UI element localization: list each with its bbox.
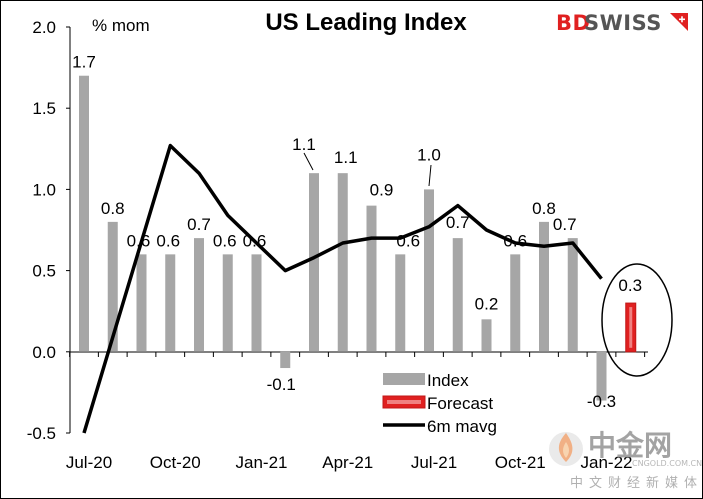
data-label: 1.1: [334, 148, 358, 167]
y-tick-label: -0.5: [27, 424, 56, 443]
x-tick-label: Jul-21: [411, 453, 457, 472]
data-label: -0.3: [587, 392, 616, 411]
bar-index: [366, 205, 377, 352]
y-tick-label: 2.0: [32, 18, 56, 37]
data-label: 0.8: [101, 199, 125, 218]
bar-index: [79, 75, 89, 352]
bar-index: [481, 319, 492, 352]
data-label: 0.8: [532, 199, 556, 218]
bar-index: [194, 238, 204, 352]
data-label: 0.6: [127, 231, 151, 250]
x-tick-label: Jan-21: [236, 453, 288, 472]
data-label: 1.7: [72, 53, 96, 72]
bar-index: [165, 254, 176, 352]
swiss-cross-icon: [670, 13, 688, 31]
bar-index: [337, 173, 348, 352]
bar-index: [539, 221, 549, 352]
watermark-subtitle: 中文财经新媒体: [570, 475, 703, 491]
line-series: [82, 143, 603, 434]
bar-index: [596, 351, 607, 401]
legend-label-forecast: Forecast: [427, 394, 493, 413]
line-6m-mavg: [82, 143, 603, 434]
x-tick-label: Apr-21: [322, 453, 373, 472]
y-tick-label: 0.5: [32, 262, 56, 281]
data-label: 0.3: [618, 276, 642, 295]
chart-title: US Leading Index: [265, 9, 467, 36]
y-tick-label: 1.5: [32, 99, 56, 118]
data-label: 0.7: [187, 215, 211, 234]
x-tick-label: Oct-21: [495, 453, 546, 472]
bars: [79, 75, 637, 401]
data-label: 0.6: [213, 231, 237, 250]
y-axis-unit: % mom: [92, 16, 150, 35]
x-tick-label: Oct-20: [150, 453, 201, 472]
bar-index: [309, 173, 319, 352]
bar-index: [510, 254, 521, 352]
bar-index: [251, 254, 262, 352]
bar-index: [280, 351, 291, 369]
bar-index: [222, 254, 233, 352]
brand-swiss: SWISS: [584, 11, 662, 35]
data-label: 0.6: [243, 231, 267, 250]
bar-forecast-highlight: [629, 307, 633, 348]
bar-index: [395, 254, 406, 352]
watermark-url: CNGOLD.COM.CN: [632, 459, 702, 468]
legend-label-6m-mavg: 6m mavg: [427, 417, 497, 436]
bar-index: [136, 254, 147, 352]
data-label: 0.6: [156, 231, 180, 250]
x-tick-label: Jan-22: [581, 453, 633, 472]
leader-line-1-1: [303, 152, 314, 171]
leader-line-1-0: [428, 164, 432, 187]
legend-label-index: Index: [427, 371, 469, 390]
bar-index: [424, 189, 434, 352]
legend: Index Forecast 6m mavg: [382, 371, 497, 436]
forecast-highlight-ellipse: [601, 263, 673, 377]
data-label: 1.0: [417, 145, 441, 164]
watermark-text: 中金网: [588, 429, 672, 462]
y-ticks: 2.0 1.5 1.0 0.5 0.0 -0.5: [27, 18, 70, 443]
data-label: 0.6: [503, 231, 527, 250]
x-tick-label: Jul-20: [66, 453, 112, 472]
brand-bd: BD: [556, 11, 590, 35]
y-tick-label: 1.0: [32, 180, 56, 199]
data-label: 0.2: [475, 294, 499, 313]
x-ticks: Jul-20 Oct-20 Jan-21 Apr-21 Jul-21 Oct-21 Jan-…: [66, 352, 646, 472]
data-label: 0.7: [446, 213, 470, 232]
legend-swatch-forecast-highlight: [387, 400, 421, 404]
bar-index: [567, 238, 578, 352]
data-label: -0.1: [267, 375, 296, 394]
flame-logo-icon: [549, 432, 583, 466]
data-label: 0.7: [553, 215, 577, 234]
bar-index: [107, 221, 118, 352]
cngold-watermark: 中金网 CNGOLD.COM.CN 中文财经新媒体: [549, 429, 703, 491]
bdswiss-logo: BD SWISS: [556, 11, 688, 35]
data-labels: 1.70.80.6 0.60.70.6 0.6-0.11.11.10.90.61.0…: [72, 53, 642, 411]
y-tick-label: 0.0: [32, 343, 56, 362]
data-label: 1.1: [292, 135, 316, 154]
legend-swatch-index: [383, 373, 425, 385]
data-label: 0.9: [370, 181, 394, 200]
data-label: 0.6: [396, 231, 420, 250]
bar-index: [452, 238, 463, 352]
